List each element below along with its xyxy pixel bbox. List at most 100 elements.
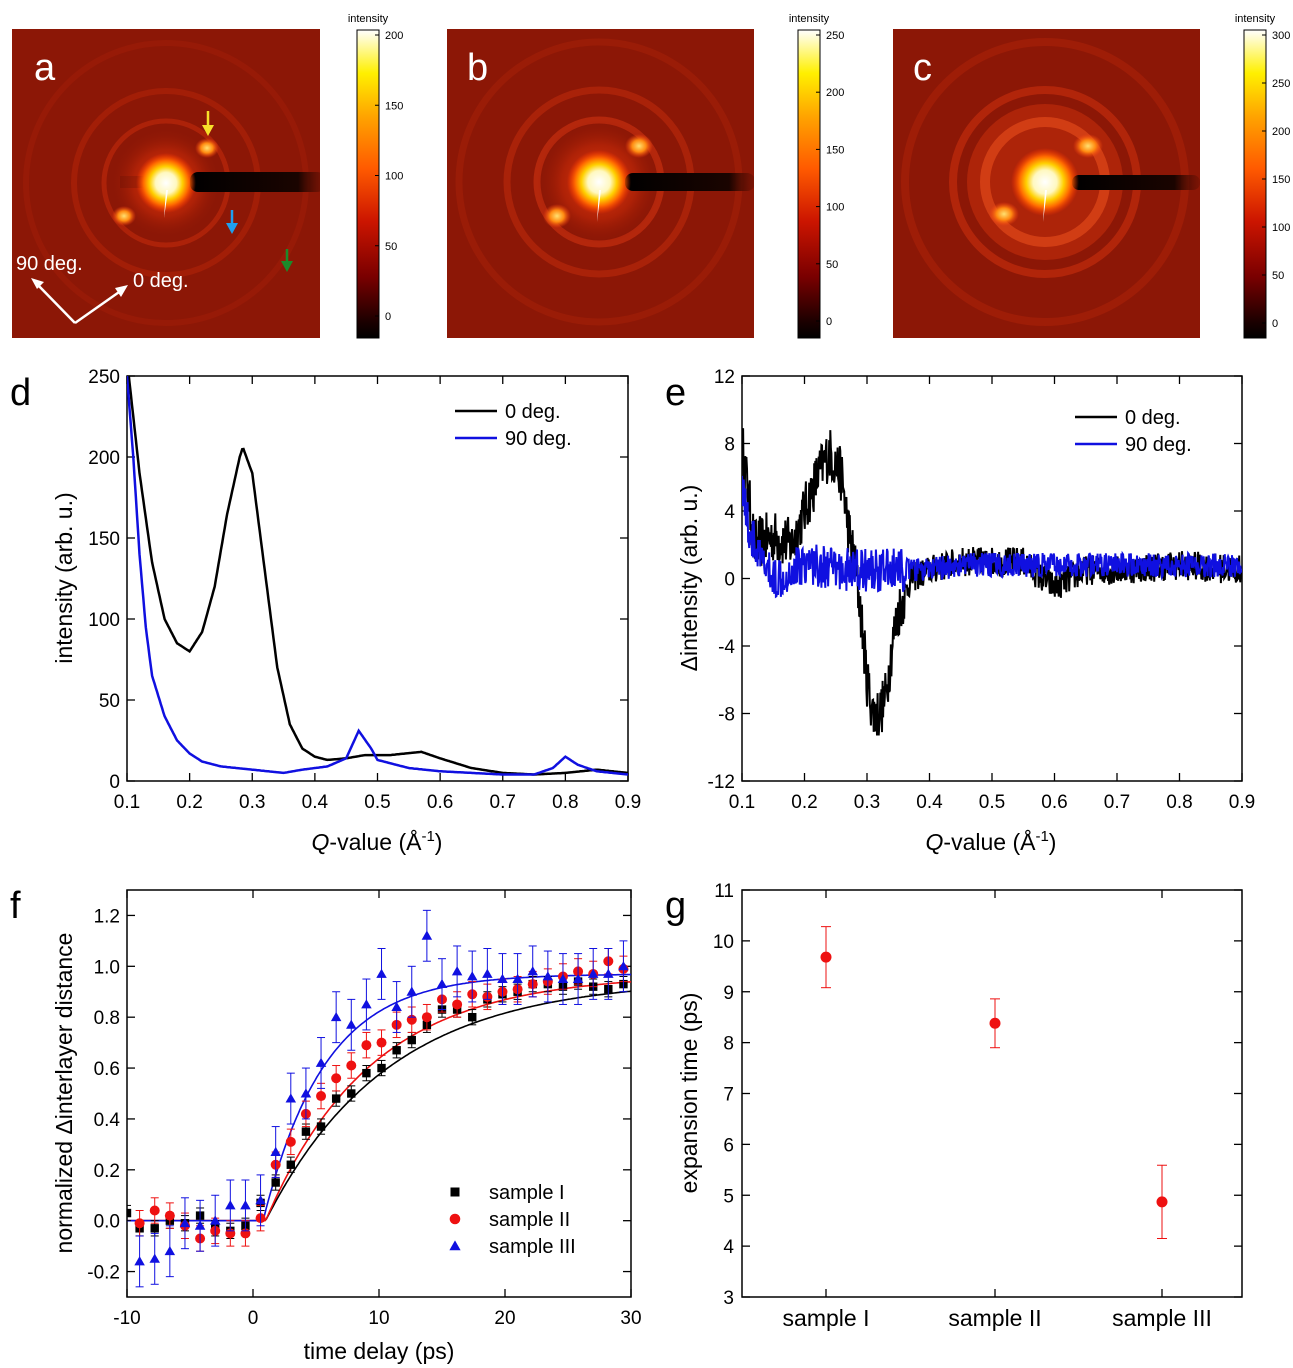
- colorbar-title-c: intensity: [1235, 13, 1276, 25]
- y-tick-label: 0.2: [94, 1161, 120, 1182]
- colorbar-tick-label: 250: [826, 30, 844, 42]
- colorbar-tick-label: 200: [385, 30, 403, 42]
- x-axis-label: Q-value (Å-1): [926, 828, 1057, 855]
- y-tick-label: -0.2: [87, 1263, 120, 1284]
- colorbar-title-a: intensity: [348, 13, 389, 25]
- colorbar-tick-label: 100: [1272, 222, 1290, 234]
- x-tick-label: 0: [248, 1308, 259, 1329]
- x-tick-label: 0.3: [854, 792, 880, 813]
- data-point: [512, 973, 523, 983]
- colorbar-b: intensity 250 200 150 100 50 0: [789, 13, 844, 339]
- series-group: [127, 376, 628, 776]
- y-tick-label: 1.0: [94, 957, 120, 978]
- direction-arrows-icon: [31, 278, 128, 325]
- y-tick-label: 7: [723, 1085, 734, 1106]
- data-point: [285, 1093, 297, 1103]
- series-group: [742, 428, 1242, 736]
- legend-label: sample I: [489, 1182, 565, 1204]
- x-tick-label: 10: [368, 1308, 389, 1329]
- data-point: [376, 1037, 387, 1048]
- y-axis-label: Δintensity (arb. u.): [676, 485, 702, 672]
- diffraction-pattern-a: [12, 29, 320, 338]
- colorbar-tick-label: 250: [1272, 78, 1290, 90]
- y-tick-label: 4: [724, 502, 735, 523]
- y-tick-label: 0: [109, 772, 120, 793]
- y-tick-label: 150: [88, 529, 120, 550]
- legend-label: 0 deg.: [1125, 407, 1181, 429]
- data-point: [240, 1200, 251, 1210]
- y-tick-label: -4: [718, 637, 735, 658]
- data-point: [989, 1017, 1001, 1029]
- data-point: [466, 971, 478, 981]
- y-tick-label: -12: [708, 772, 735, 793]
- diffraction-pattern-b: [447, 29, 754, 338]
- data-point: [150, 1224, 159, 1233]
- data-point: [164, 1245, 176, 1256]
- x-tick-label: 0.4: [302, 792, 329, 813]
- legend-label: sample III: [489, 1236, 576, 1258]
- x-tick-label: 0.6: [427, 792, 453, 813]
- data-point: [421, 1012, 432, 1023]
- x-tick-label: -10: [113, 1308, 140, 1329]
- data-point: [225, 1200, 236, 1210]
- x-axis-label: time delay (ps): [304, 1338, 455, 1364]
- colorbar-tick-label: 0: [1272, 318, 1278, 330]
- data-point: [194, 1220, 206, 1230]
- colorbar-tick-label: 0: [385, 311, 391, 323]
- y-tick-label: 9: [723, 983, 734, 1004]
- annotation-0-deg: 0 deg.: [133, 270, 189, 292]
- y-tick-label: 0.6: [94, 1059, 120, 1080]
- data-point: [127, 1208, 132, 1218]
- series-line-90-deg: [127, 376, 628, 776]
- data-point: [331, 1094, 341, 1103]
- y-axis-label: expansion time (ps): [676, 993, 702, 1194]
- legend-label: 90 deg.: [505, 428, 572, 450]
- chart-e: 0.1 0.2 0.3 0.4 0.5 0.6 0.7 0.8 0.9 -12 -8 -4 0 4 8 12 e…: [665, 367, 1255, 855]
- x-tick-label: 0.6: [1041, 792, 1067, 813]
- data-point: [527, 966, 538, 976]
- y-tick-label: 0.8: [94, 1008, 120, 1029]
- colorbar-tick-label: 50: [385, 241, 397, 253]
- colorbar-a: intensity 200 150 100 50 0: [348, 13, 403, 339]
- colorbar-title-b: intensity: [789, 13, 830, 25]
- data-point: [347, 1089, 356, 1098]
- y-tick-label: 4: [723, 1237, 734, 1258]
- plot-frame: [741, 889, 1243, 1298]
- colorbar-tick-label: 200: [826, 87, 844, 99]
- x-tick-label: 0.2: [176, 792, 202, 813]
- y-tick-label: -8: [718, 705, 735, 726]
- colorbar-tick-label: 150: [826, 144, 844, 156]
- chart-d: 0.1 0.2 0.3 0.4 0.5 0.6 0.7 0.8 0.9 0 50 100 150 200 2…: [10, 367, 641, 855]
- y-tick-label: 6: [723, 1135, 734, 1156]
- colorbar-c: intensity 300 250 200 150 100 50 0: [1235, 13, 1290, 339]
- data-point: [361, 1040, 372, 1051]
- x-tick-label: 0.8: [552, 792, 578, 813]
- data-point: [209, 1215, 221, 1225]
- x-category-label: sample I: [783, 1305, 870, 1331]
- y-tick-label: 8: [724, 435, 735, 456]
- x-category-label: sample III: [1112, 1305, 1212, 1331]
- data-point: [362, 1068, 371, 1078]
- data-point: [179, 1217, 191, 1228]
- data-point: [331, 1073, 342, 1084]
- data-point: [618, 961, 629, 971]
- series-line-0-deg: [127, 376, 628, 776]
- colorbar-tick-label: 100: [385, 171, 403, 183]
- y-tick-label: 200: [88, 448, 120, 469]
- colorbar-tick-label: 150: [1272, 174, 1290, 186]
- data-point: [286, 1160, 295, 1169]
- data-point: [391, 1001, 402, 1011]
- panel-label-d: d: [10, 372, 31, 414]
- data-point: [134, 1256, 145, 1266]
- data-point: [285, 1136, 296, 1147]
- series-line-90-deg: [742, 475, 1242, 599]
- chart-g: g 3 4 5 6 7 8 9 10 11 sample I sample II sample III e…: [665, 881, 1243, 1331]
- panel-label-a: a: [34, 47, 56, 89]
- legend-marker: [449, 1240, 461, 1251]
- data-point: [587, 968, 599, 978]
- x-tick-label: 0.3: [239, 792, 265, 813]
- colorbar-tick-label: 150: [385, 100, 403, 112]
- data-point: [572, 973, 584, 983]
- data-point: [436, 978, 448, 989]
- colorbar-tick-label: 0: [826, 316, 832, 328]
